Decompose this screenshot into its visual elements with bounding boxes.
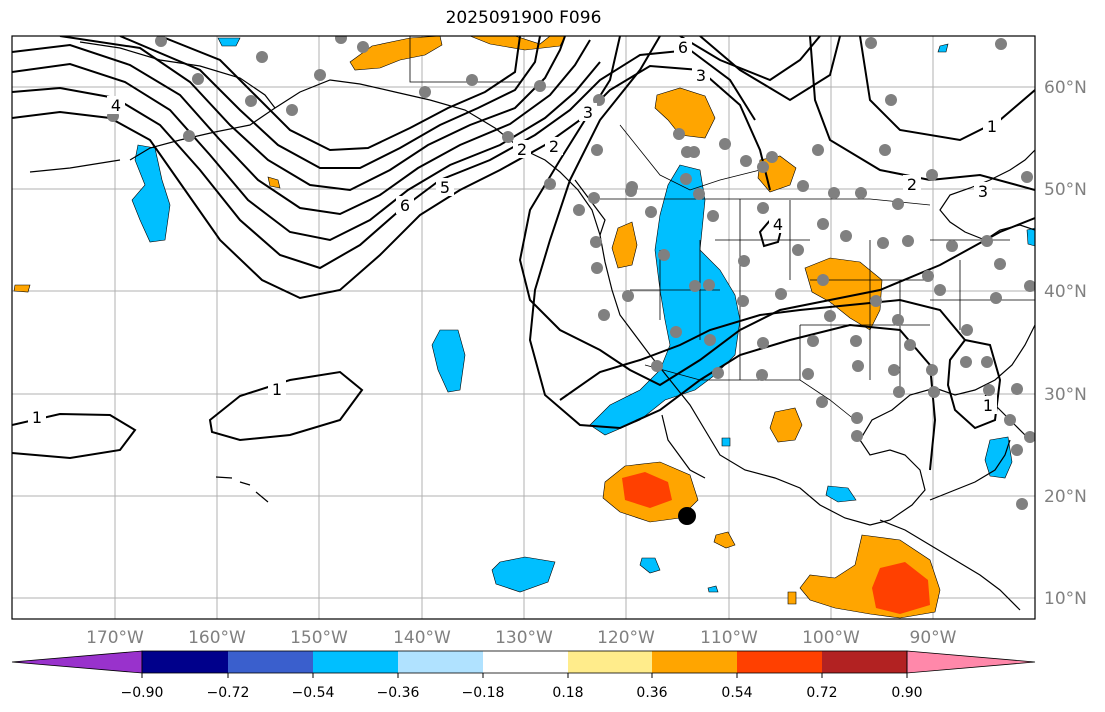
contour-label: 4	[773, 215, 783, 234]
colorbar-segment	[822, 651, 907, 673]
colorbar-segment	[483, 651, 568, 673]
colorbar: −0.90 −0.72 −0.54 −0.36 −0.18 0.18 0.36 …	[11, 650, 1036, 701]
colorbar-tick-label: −0.54	[292, 685, 335, 701]
contour-label: 3	[583, 103, 593, 122]
contour-label: 4	[111, 96, 121, 115]
lat-label: 40°N	[1044, 282, 1087, 302]
lon-label: 120°W	[597, 628, 655, 648]
colorbar-tick-label: 0.18	[552, 685, 583, 701]
map-frame	[11, 35, 1036, 620]
colorbar-tick-label: 0.36	[636, 685, 667, 701]
contour-label: 1	[987, 117, 997, 136]
lat-label: 60°N	[1044, 78, 1087, 98]
contour-label: 3	[696, 66, 706, 85]
lat-label: 20°N	[1044, 487, 1087, 507]
borders	[409, 36, 1035, 421]
contour-label: 6	[678, 38, 688, 57]
storm-center-marker	[678, 507, 696, 525]
colorbar-tick-label: −0.36	[377, 685, 420, 701]
colorbar-segment	[398, 651, 483, 673]
colorbar-tick-label: 0.72	[806, 685, 837, 701]
negative-anomaly-areas	[131, 37, 1035, 593]
lon-label: 150°W	[290, 628, 348, 648]
colorbar-tick-label: −0.72	[207, 685, 250, 701]
lon-label: 130°W	[495, 628, 553, 648]
contour-label: 1	[32, 408, 42, 427]
colorbar-segment	[228, 651, 313, 673]
lon-label: 90°W	[910, 628, 957, 648]
contour-label: 3	[978, 182, 988, 201]
contour-label: 6	[400, 196, 410, 215]
contour-label: 2	[907, 175, 917, 194]
lat-label: 50°N	[1044, 180, 1087, 200]
colorbar-segment	[568, 651, 652, 673]
contour-label: 5	[440, 178, 450, 197]
colorbar-extend-left	[11, 650, 143, 674]
colorbar-extend-right	[906, 650, 1036, 674]
contour-label: 2	[517, 140, 527, 159]
lon-label: 110°W	[700, 628, 758, 648]
colorbar-tick-label: 0.90	[891, 685, 922, 701]
contour-label: 2	[549, 137, 559, 156]
station-dots	[107, 36, 1035, 510]
colorbar-segment	[313, 651, 398, 673]
contour-labels: 1 1 2 3 4 5 6 1 2 3 6 4 3 2	[28, 38, 1001, 427]
colorbar-segment	[142, 651, 228, 673]
lon-label: 160°W	[188, 628, 246, 648]
lat-label: 30°N	[1044, 385, 1087, 405]
latitude-labels: 60°N 50°N 40°N 30°N 20°N 10°N	[1044, 78, 1087, 609]
positive-high-anomaly-areas	[622, 472, 930, 614]
colorbar-tick-label: −0.90	[121, 685, 164, 701]
colorbar-segment	[737, 651, 822, 673]
lat-label: 10°N	[1044, 589, 1087, 609]
map-title: 2025091900 F096	[445, 8, 602, 28]
lon-label: 170°W	[86, 628, 144, 648]
lon-label: 140°W	[393, 628, 451, 648]
contour-label: 1	[983, 396, 993, 415]
longitude-labels: 170°W 160°W 150°W 140°W 130°W 120°W 110°…	[86, 628, 957, 648]
colorbar-segment	[652, 651, 737, 673]
contour-label: 1	[272, 380, 282, 399]
colorbar-tick-label: 0.54	[721, 685, 752, 701]
colorbar-tick-label: −0.18	[462, 685, 505, 701]
lon-label: 100°W	[802, 628, 860, 648]
